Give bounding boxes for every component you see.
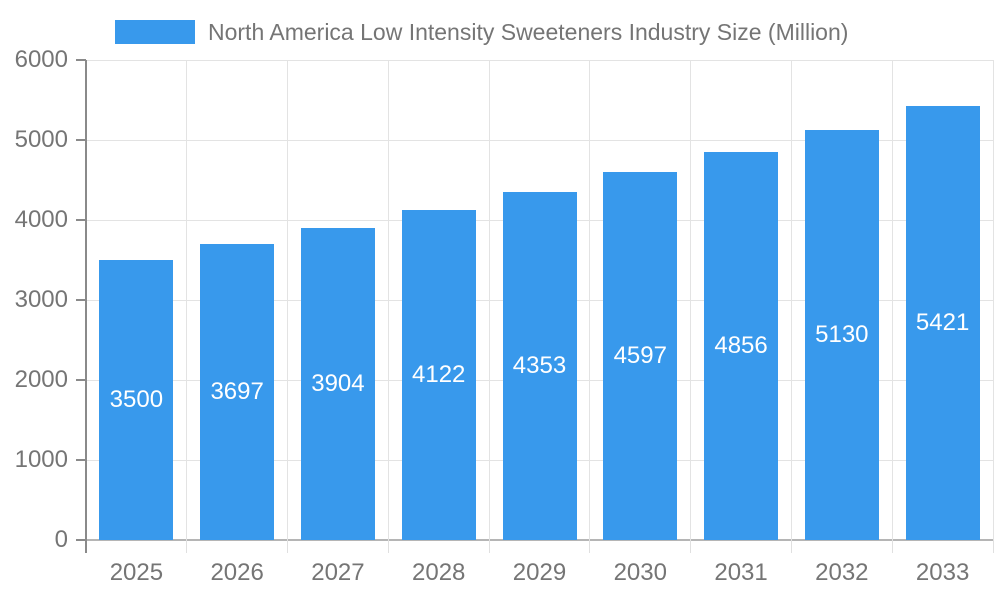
- category-tick: [992, 540, 994, 553]
- bar-2032: 5130: [804, 129, 879, 540]
- y-tick-label: 1000: [14, 446, 68, 473]
- y-axis-tick: [76, 299, 86, 301]
- gridline-vertical: [387, 60, 389, 540]
- bar-value-label: 5130: [815, 320, 869, 348]
- y-tick-label: 0: [54, 526, 68, 553]
- category-tick: [387, 540, 389, 553]
- bar-value-label: 5421: [915, 309, 970, 337]
- category-tick: [488, 540, 490, 553]
- x-tick-label: 2032: [815, 559, 869, 586]
- gridline-vertical: [690, 60, 692, 540]
- x-tick-label: 2028: [412, 559, 466, 586]
- bar-value-label: 4597: [613, 342, 667, 370]
- bar-2025: 3500: [99, 260, 174, 540]
- y-tick-label: 2000: [14, 366, 68, 393]
- gridline-vertical: [589, 60, 591, 540]
- gridline-vertical: [992, 60, 994, 540]
- gridline-vertical: [488, 60, 490, 540]
- bar-value-label: 3500: [109, 386, 164, 413]
- bar-2027: 3904: [300, 227, 375, 540]
- bar-value-label: 4353: [512, 351, 567, 379]
- y-axis-tick: [76, 459, 86, 461]
- x-tick-label: 2026: [210, 559, 264, 586]
- y-tick-label: 5000: [14, 126, 68, 153]
- legend-item[interactable]: North America Low Intensity Sweeteners I…: [115, 20, 848, 44]
- y-axis-line: [85, 60, 87, 540]
- y-tick-label: 3000: [14, 286, 68, 313]
- y-axis-tick: [76, 59, 86, 61]
- y-tick-label: 4000: [14, 206, 68, 233]
- gridline-vertical: [891, 60, 893, 540]
- x-tick-label: 2033: [915, 559, 970, 586]
- bar-value-label: 4856: [714, 331, 768, 359]
- bar-value-label: 3904: [311, 369, 365, 397]
- gridline-horizontal: [86, 59, 993, 61]
- bar-value-label: 3697: [210, 378, 264, 406]
- y-tick-label: 6000: [14, 46, 68, 73]
- y-axis-tick: [76, 539, 86, 541]
- bar-2031: 4856: [704, 151, 779, 540]
- x-tick-label: 2031: [714, 559, 768, 586]
- y-axis-tick: [76, 139, 86, 141]
- category-tick: [589, 540, 591, 553]
- bar-2030: 4597: [603, 172, 678, 540]
- legend-swatch: [115, 20, 195, 44]
- bar-2026: 3697: [200, 244, 275, 540]
- bar-2028: 4122: [401, 210, 476, 540]
- bar-value-label: 4122: [412, 361, 466, 389]
- bar-2029: 4353: [502, 191, 577, 540]
- category-tick: [891, 540, 893, 553]
- x-tick-label: 2027: [311, 559, 365, 586]
- y-axis-tick: [76, 379, 86, 381]
- x-axis-zero-line: [86, 539, 993, 541]
- y-axis-tick-below: [85, 540, 87, 553]
- category-tick: [690, 540, 692, 553]
- gridline-vertical: [287, 60, 289, 540]
- x-tick-label: 2025: [109, 559, 164, 586]
- gridline-horizontal: [86, 139, 993, 141]
- category-tick: [186, 540, 188, 553]
- gridline-vertical: [186, 60, 188, 540]
- category-tick: [790, 540, 792, 553]
- bar-2033: 5421: [905, 106, 980, 540]
- y-axis-tick: [76, 219, 86, 221]
- x-tick-label: 2029: [512, 559, 567, 586]
- gridline-vertical: [790, 60, 792, 540]
- x-tick-label: 2030: [613, 559, 667, 586]
- category-tick: [287, 540, 289, 553]
- legend-label: North America Low Intensity Sweeteners I…: [208, 19, 849, 45]
